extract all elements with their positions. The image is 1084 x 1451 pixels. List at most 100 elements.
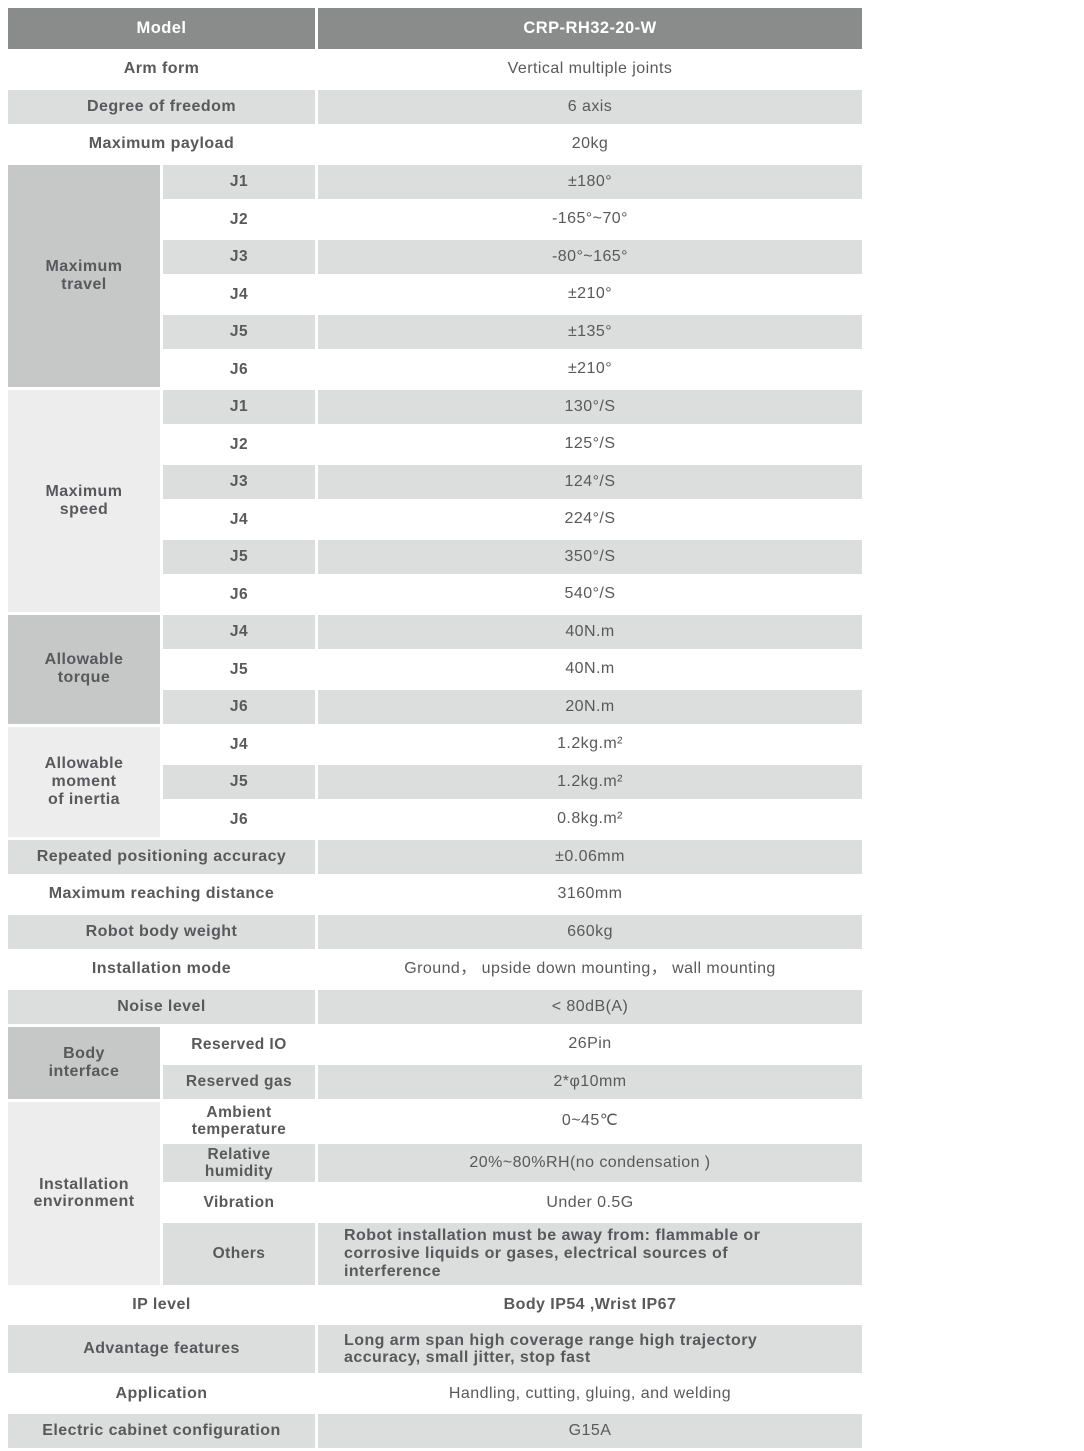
table-row: Degree of freedom 6 axis [8, 89, 862, 124]
spec-label: Repeated positioning accuracy [8, 839, 315, 874]
table-row: IP level Body IP54 ,Wrist IP67 [8, 1287, 862, 1323]
spec-value: 0.8kg.m² [318, 802, 862, 837]
spec-label: Maximum payload [8, 127, 315, 162]
spec-label: Electric cabinet configuration [8, 1413, 315, 1449]
spec-label: Arm form [8, 52, 315, 87]
spec-value: Robot installation must be away from: fl… [318, 1222, 862, 1285]
spec-value: ±210° [318, 277, 862, 312]
spec-sub-label: Relative humidity [163, 1143, 315, 1183]
spec-sub-label: J6 [163, 577, 315, 612]
spec-sub-label: Reserved gas [163, 1064, 315, 1099]
spec-value: Handling, cutting, gluing, and welding [318, 1376, 862, 1411]
spec-value: 3160mm [318, 877, 862, 912]
table-row: Relative humidity 20%~80%RH(no condensati… [8, 1143, 862, 1183]
spec-value: 2*φ10mm [318, 1064, 862, 1099]
spec-sub-label: J5 [163, 764, 315, 799]
spec-sub-label: J5 [163, 314, 315, 349]
spec-value: Long arm span high coverage range high t… [318, 1325, 862, 1374]
spec-label: Robot body weight [8, 914, 315, 949]
spec-sub-label: J4 [163, 614, 315, 649]
spec-label: Degree of freedom [8, 89, 315, 124]
spec-label: Advantage features [8, 1325, 315, 1374]
spec-value: 20kg [318, 127, 862, 162]
table-row: Advantage features Long arm span high cov… [8, 1325, 862, 1374]
spec-value: 660kg [318, 914, 862, 949]
spec-group-label: Allowable moment of inertia [8, 727, 160, 837]
spec-value: 1.2kg.m² [318, 727, 862, 762]
spec-group-label: Maximum travel [8, 164, 160, 387]
spec-sub-label: Vibration [163, 1185, 315, 1220]
spec-value: Under 0.5G [318, 1185, 862, 1220]
table-row: Electric cabinet configuration G15A [8, 1413, 862, 1449]
spec-sub-label: Reserved IO [163, 1027, 315, 1062]
spec-sub-label: J5 [163, 652, 315, 687]
spec-sub-label: J4 [163, 277, 315, 312]
table-row: J6 ±210° [8, 352, 862, 387]
spec-sub-label: J6 [163, 352, 315, 387]
spec-label: Noise level [8, 989, 315, 1024]
spec-sub-label: J4 [163, 727, 315, 762]
spec-sub-label: J6 [163, 802, 315, 837]
spec-value: 20N.m [318, 689, 862, 724]
spec-value: -165°~70° [318, 202, 862, 237]
spec-sub-label: Ambient temperature [163, 1102, 315, 1141]
spec-value: ±180° [318, 164, 862, 199]
spec-value: 40N.m [318, 652, 862, 687]
spec-sub-label: J6 [163, 689, 315, 724]
spec-sub-label: J3 [163, 464, 315, 499]
spec-value: 40N.m [318, 614, 862, 649]
table-row: Repeated positioning accuracy ±0.06mm [8, 839, 862, 874]
table-row: J4 ±210° [8, 277, 862, 312]
spec-value: 350°/S [318, 539, 862, 574]
spec-label: Maximum reaching distance [8, 877, 315, 912]
spec-table-body: Model CRP-RH32-20-W Arm form Vertical mul… [8, 8, 862, 1449]
spec-value: ±210° [318, 352, 862, 387]
spec-sub-label: J3 [163, 239, 315, 274]
table-row: Vibration Under 0.5G [8, 1185, 862, 1220]
table-row: J6 540°/S [8, 577, 862, 612]
spec-value: 6 axis [318, 89, 862, 124]
spec-value: 125°/S [318, 427, 862, 462]
table-row: Noise level < 80dB(A) [8, 989, 862, 1024]
table-row: Allowable moment of inertia J4 1.2kg.m² [8, 727, 862, 837]
table-row: Maximum payload 20kg [8, 127, 862, 162]
table-row: Maximum travel J1 ±180° [8, 164, 862, 387]
spec-value: 130°/S [318, 389, 862, 424]
spec-sub-label: J5 [163, 539, 315, 574]
table-row: Robot body weight 660kg [8, 914, 862, 949]
spec-group-label: Allowable torque [8, 614, 160, 724]
table-row: Maximum reaching distance 3160mm [8, 877, 862, 912]
spec-value: Ground， upside down mounting， wall mount… [318, 952, 862, 987]
spec-value: -80°~165° [318, 239, 862, 274]
spec-value: Vertical multiple joints [318, 52, 862, 87]
table-row: Allowable torque J4 40N.m [8, 614, 862, 724]
spec-value: ±135° [318, 314, 862, 349]
table-row: J6 20N.m [8, 689, 862, 724]
spec-label: IP level [8, 1287, 315, 1323]
table-row: J5 ±135° [8, 314, 862, 349]
spec-value: G15A [318, 1413, 862, 1449]
spec-value: 0~45℃ [318, 1102, 862, 1141]
model-header-value: CRP-RH32-20-W [318, 8, 862, 49]
table-header-row: Model CRP-RH32-20-W [8, 8, 862, 49]
spec-value: 224°/S [318, 502, 862, 537]
spec-label: Application [8, 1376, 315, 1411]
table-row: Application Handling, cutting, gluing, an… [8, 1376, 862, 1411]
spec-value: ±0.06mm [318, 839, 862, 874]
spec-sub-label: Others [163, 1222, 315, 1285]
table-row: J5 350°/S [8, 539, 862, 574]
spec-value: 26Pin [318, 1027, 862, 1062]
robot-spec-table: Model CRP-RH32-20-W Arm form Vertical mul… [5, 5, 865, 1451]
spec-value: < 80dB(A) [318, 989, 862, 1024]
spec-sub-label: J1 [163, 389, 315, 424]
spec-sub-label: J4 [163, 502, 315, 537]
table-row: Others Robot installation must be away fr… [8, 1222, 862, 1285]
spec-group-label: Installation environment [8, 1102, 160, 1285]
table-row: J3 -80°~165° [8, 239, 862, 274]
spec-sub-label: J2 [163, 427, 315, 462]
spec-value: 124°/S [318, 464, 862, 499]
spec-sub-label: J1 [163, 164, 315, 199]
spec-value: 1.2kg.m² [318, 764, 862, 799]
spec-group-label: Body interface [8, 1027, 160, 1099]
spec-label: Installation mode [8, 952, 315, 987]
